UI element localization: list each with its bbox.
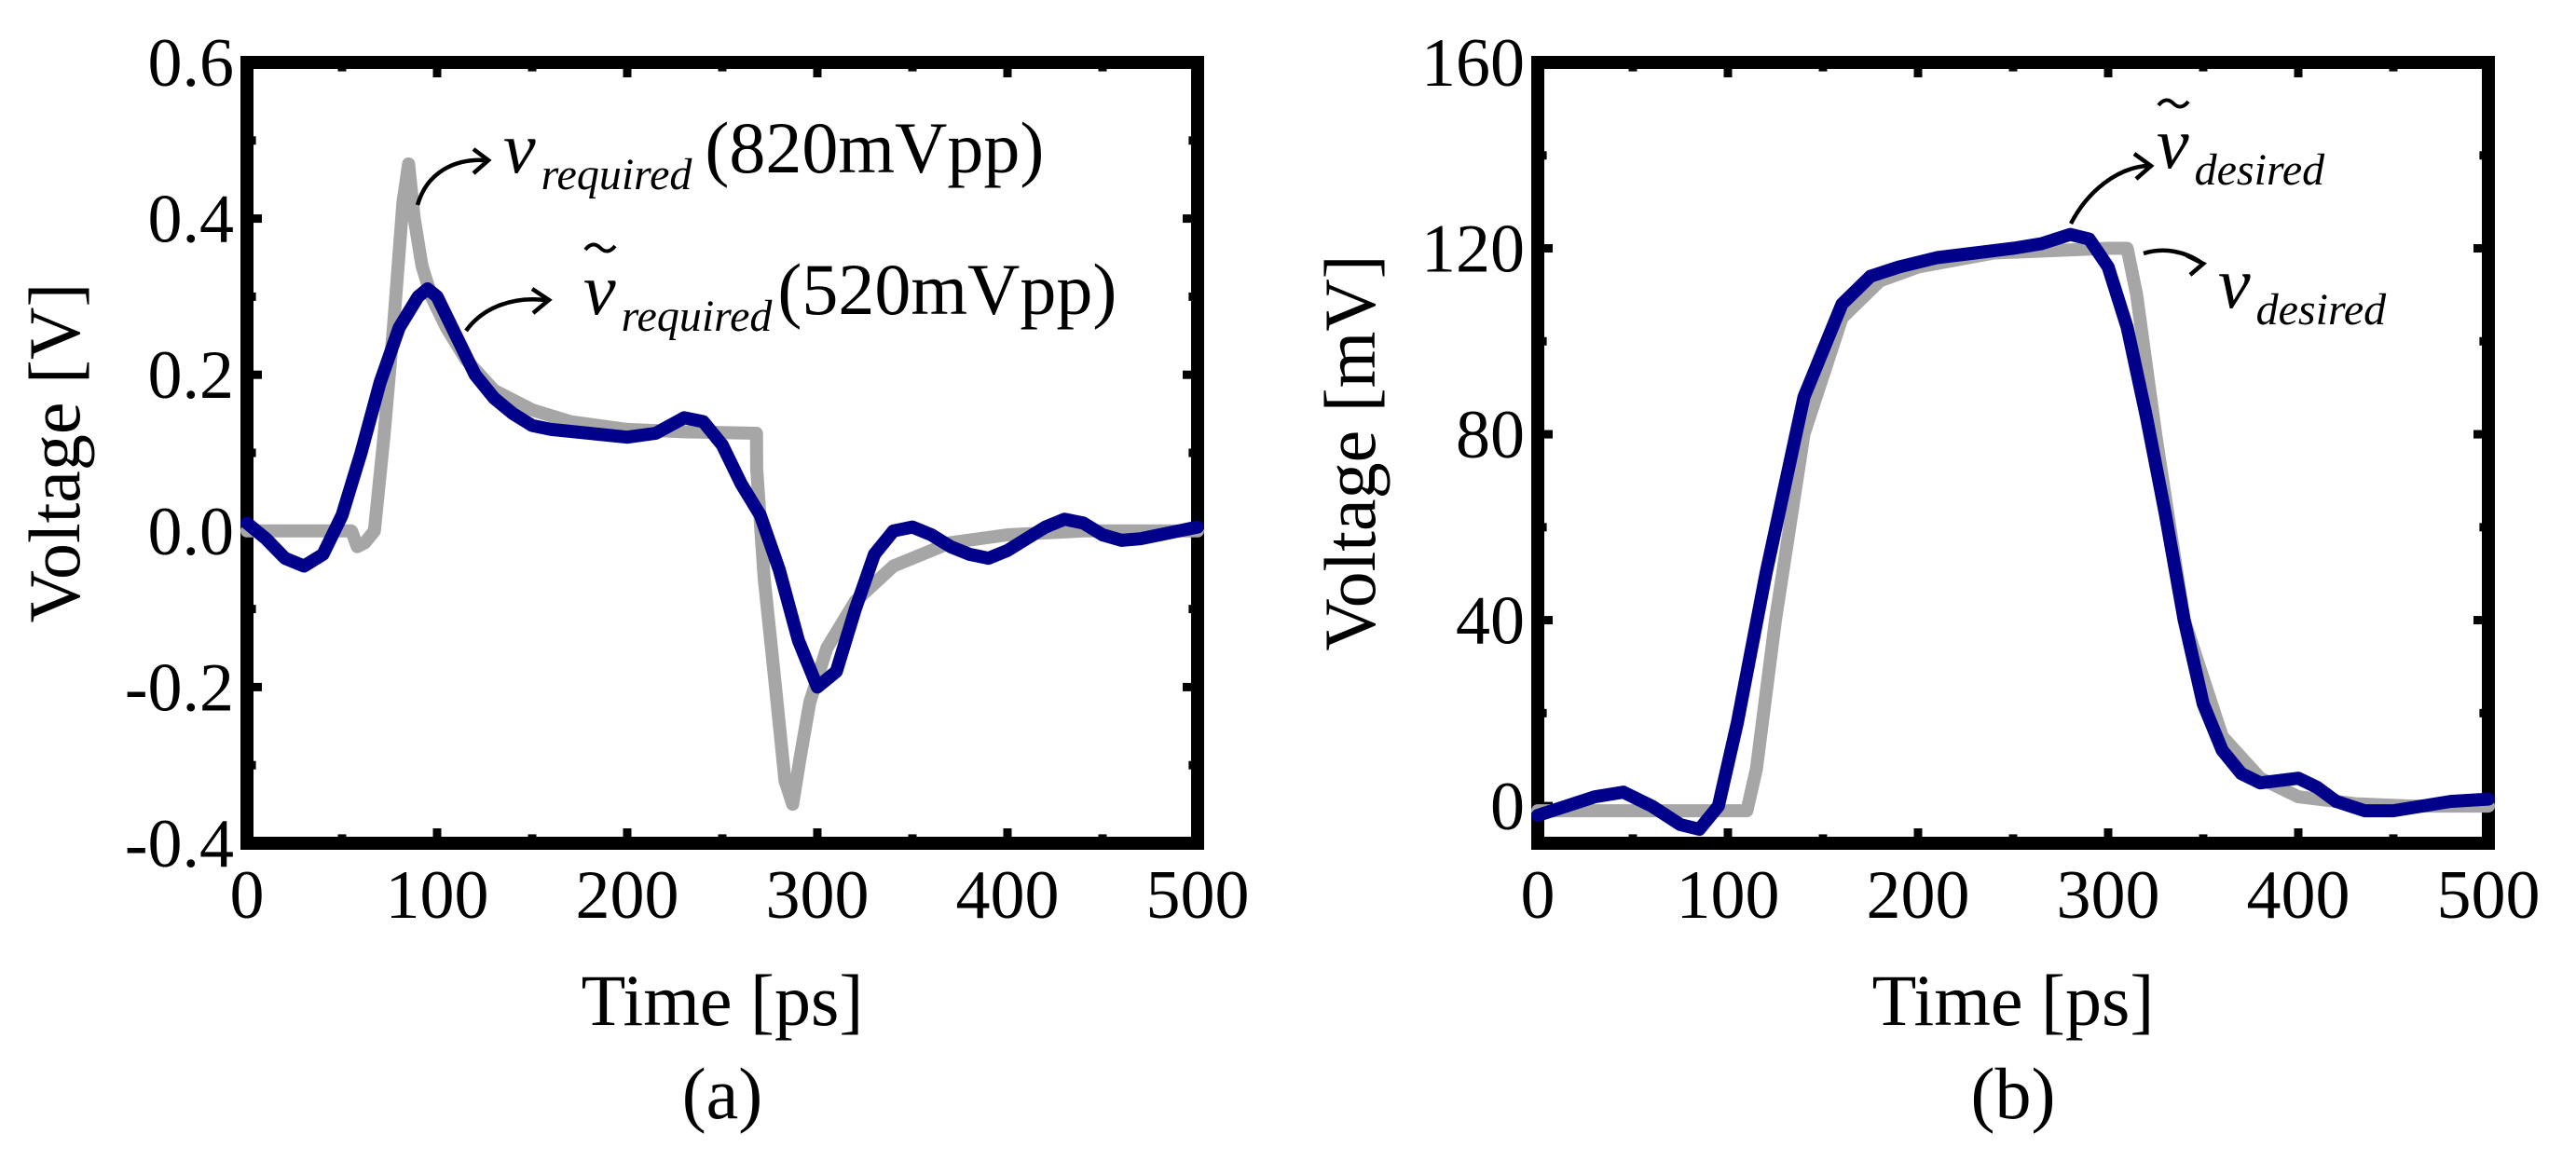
x-tick-label-a: 200 bbox=[576, 857, 679, 934]
annotation-v-tilde-desired: v desired bbox=[2068, 98, 2325, 225]
y-tick-labels-a: -0.4 -0.2 0.0 0.2 0.4 0.6 bbox=[125, 25, 234, 882]
caption-b: (b) bbox=[1971, 1053, 2056, 1134]
series-line-v-tilde-required bbox=[240, 282, 1204, 694]
annotation-arrowhead-v-required bbox=[472, 147, 492, 175]
x-axis-title-b: Time [ps] bbox=[1872, 960, 2155, 1041]
label-v-required-note: (820mVpp) bbox=[705, 107, 1044, 188]
tilde-mark-v-desired bbox=[2157, 98, 2190, 109]
label-v-tilde-required-main: v bbox=[583, 249, 616, 330]
x-tick-labels-a: 0 100 200 300 400 500 bbox=[230, 857, 1250, 934]
annotation-v-tilde-required: v required(520mVpp) bbox=[464, 242, 1117, 341]
y-tick-label-a: 0.2 bbox=[148, 337, 235, 414]
annotation-arrow-v-tilde-desired bbox=[2068, 163, 2148, 225]
x-tick-label-a: 100 bbox=[386, 857, 489, 934]
y-tick-label-b: 80 bbox=[1456, 397, 1525, 473]
annotation-v-required: v required (820mVpp) bbox=[415, 107, 1044, 206]
y-tick-label-b: 40 bbox=[1456, 583, 1525, 660]
y-tick-label-a: -0.4 bbox=[125, 806, 234, 882]
x-tick-label-a: 400 bbox=[956, 857, 1060, 934]
x-tick-labels-b: 0 100 200 300 400 500 bbox=[1521, 857, 2541, 934]
x-tick-label-b: 500 bbox=[2437, 857, 2541, 934]
y-axis-title-b: Voltage [mV] bbox=[1309, 254, 1391, 650]
panel-b: 0 40 80 120 160 0 100 200 300 400 500 Voltage [mV… bbox=[1309, 25, 2541, 1134]
label-v-desired-main: v bbox=[2218, 242, 2251, 323]
label-v-tilde-required-note: (520mVpp) bbox=[777, 249, 1117, 330]
label-v-required-sub: required bbox=[541, 150, 693, 199]
x-tick-label-b: 0 bbox=[1521, 857, 1555, 934]
x-tick-label-a: 300 bbox=[766, 857, 870, 934]
y-axis-title-a: Voltage [V] bbox=[14, 283, 95, 623]
plot-frame-b bbox=[1531, 56, 2495, 850]
caption-a: (a) bbox=[682, 1053, 763, 1134]
annotation-arrowhead-v-tilde-required bbox=[530, 287, 553, 315]
label-v-tilde-desired-sub: desired bbox=[2195, 145, 2326, 195]
label-v-required-main: v bbox=[503, 107, 536, 188]
y-tick-label-b: 160 bbox=[1421, 25, 1525, 102]
tick-marks-b bbox=[1533, 58, 2493, 843]
label-v-desired-sub: desired bbox=[2256, 285, 2388, 335]
annotation-arrow-v-required bbox=[415, 157, 486, 206]
y-tick-label-b: 120 bbox=[1421, 212, 1525, 288]
y-tick-labels-b: 0 40 80 120 160 bbox=[1421, 25, 1525, 845]
annotation-arrowhead-v-desired bbox=[2185, 253, 2208, 277]
label-v-tilde-desired-main: v bbox=[2157, 102, 2189, 184]
series-line-v-tilde-desired bbox=[1531, 227, 2495, 836]
y-tick-label-a: -0.2 bbox=[125, 649, 234, 726]
tilde-mark-v-required bbox=[583, 242, 617, 253]
x-tick-label-b: 300 bbox=[2057, 857, 2160, 934]
x-tick-label-b: 400 bbox=[2247, 857, 2350, 934]
annotation-arrow-v-tilde-required bbox=[464, 297, 546, 333]
annotation-v-desired: v desired bbox=[2143, 242, 2387, 335]
x-tick-label-a: 500 bbox=[1146, 857, 1250, 934]
annotation-arrowhead-v-tilde-desired bbox=[2132, 152, 2155, 181]
series-line-v-required bbox=[240, 157, 1204, 812]
series-group-b bbox=[1531, 227, 2495, 836]
y-tick-label-a: 0.6 bbox=[148, 25, 235, 102]
series-line-v-desired bbox=[1531, 241, 2495, 818]
x-tick-label-b: 100 bbox=[1677, 857, 1780, 934]
y-tick-label-a: 0.0 bbox=[148, 494, 235, 570]
series-group-a bbox=[240, 157, 1204, 812]
y-tick-label-b: 0 bbox=[1490, 769, 1525, 845]
x-tick-label-a: 0 bbox=[230, 857, 265, 934]
panel-a: -0.4 -0.2 0.0 0.2 0.4 0.6 0 100 200 300 400 500 Vo… bbox=[14, 25, 1250, 1134]
label-v-tilde-required-sub: required bbox=[622, 292, 774, 341]
x-tick-label-b: 200 bbox=[1867, 857, 1970, 934]
y-tick-label-a: 0.4 bbox=[148, 182, 235, 258]
x-axis-title-a: Time [ps] bbox=[582, 960, 864, 1041]
